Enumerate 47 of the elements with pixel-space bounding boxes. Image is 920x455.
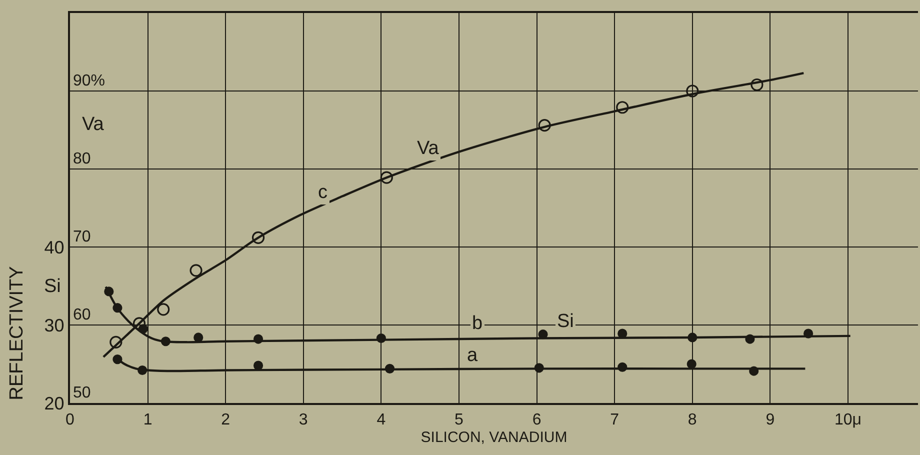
annotation: Si [557, 311, 574, 332]
x-tick-label: 8 [688, 411, 697, 428]
point [253, 334, 264, 344]
y2-tick-label: 80 [73, 150, 91, 168]
annotation: Va [82, 114, 104, 135]
y2-tick-label: 70 [73, 228, 91, 246]
x-tick-label: 4 [376, 411, 386, 428]
y-tick-label: 40 [44, 237, 64, 258]
point [138, 365, 148, 376]
x-tick-label: 9 [766, 411, 775, 428]
y-tick-label: 20 [44, 393, 64, 414]
text: Si [44, 276, 61, 297]
point [112, 354, 122, 364]
annotation: b [472, 313, 483, 334]
y-tick-label: 30 [44, 315, 64, 336]
point [686, 359, 696, 369]
point [745, 334, 755, 344]
annotation: c [318, 182, 328, 203]
x-tick-label: 1 [143, 411, 152, 428]
point [688, 332, 698, 342]
point [538, 330, 548, 340]
point [112, 303, 122, 313]
y2-tick-label: 90% [73, 72, 106, 90]
point [749, 366, 759, 376]
annotation: a [467, 345, 478, 366]
point [253, 360, 264, 370]
point [384, 364, 395, 374]
x-tick-label: 0 [66, 411, 75, 428]
point [376, 333, 386, 344]
y-axis-title: REFLECTIVITY [6, 266, 28, 400]
point [160, 336, 170, 346]
point [534, 363, 544, 373]
x-tick-label: 2 [221, 411, 230, 428]
x-tick-label: 6 [532, 411, 542, 428]
y2-tick-label: 50 [73, 384, 91, 402]
x-tick-label: 7 [610, 411, 620, 428]
point [804, 328, 814, 338]
x-axis-title: SILICON, VANADIUM [420, 428, 568, 446]
point [104, 286, 114, 296]
y2-tick-label: 60 [73, 306, 91, 324]
x-tick-label: 10μ [834, 411, 862, 428]
x-tick-label: 5 [454, 411, 464, 428]
annotation: Va [417, 138, 440, 159]
point [194, 332, 204, 342]
point [618, 362, 628, 372]
point [618, 328, 628, 338]
x-tick-label: 3 [298, 411, 308, 428]
